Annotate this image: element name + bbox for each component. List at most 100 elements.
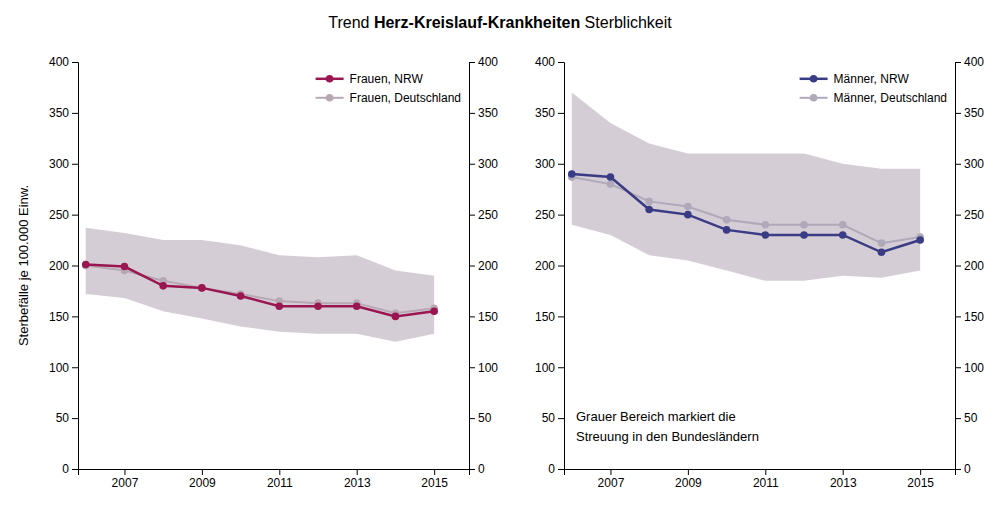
tick-label: 2009	[675, 476, 702, 490]
tick-label: 100	[964, 361, 984, 375]
tick: 200	[955, 259, 984, 273]
marker	[82, 261, 90, 269]
tick-label: 150	[49, 310, 69, 324]
tick-label: 250	[478, 208, 498, 222]
tick-label: 200	[964, 259, 984, 273]
tick: 400	[469, 55, 498, 69]
tick-mark	[558, 62, 564, 63]
tick: 2013	[830, 469, 857, 490]
legend-item: Frauen, NRW	[316, 72, 424, 86]
marker	[839, 221, 847, 229]
tick: 200	[469, 259, 498, 273]
tick-label: 200	[478, 259, 498, 273]
tick-label: 300	[964, 157, 984, 171]
tick-label: 350	[964, 106, 984, 120]
legend: Männer, NRW Männer, Deutschland	[800, 72, 947, 105]
tick-mark	[72, 164, 78, 165]
tick-label: 150	[478, 310, 498, 324]
tick-label: 100	[49, 361, 69, 375]
marker	[314, 302, 322, 310]
tick: 250	[49, 208, 78, 222]
legend: Frauen, NRW Frauen, Deutschland	[316, 72, 461, 105]
tick-mark	[72, 367, 78, 368]
tick-mark	[469, 164, 475, 165]
legend-item: Männer, Deutschland	[800, 91, 947, 105]
tick: 250	[469, 208, 498, 222]
marker	[800, 231, 808, 239]
tick-mark	[202, 469, 203, 475]
tick-label: 400	[964, 55, 984, 69]
marker	[430, 307, 438, 315]
plot-area	[82, 228, 438, 342]
tick-mark	[558, 418, 564, 419]
marker	[684, 203, 692, 211]
marker	[684, 211, 692, 219]
tick-mark	[72, 62, 78, 63]
y2-axis: 050100150200250300350400	[469, 55, 498, 476]
marker	[916, 236, 924, 244]
tick: 0	[548, 462, 564, 476]
tick-label: 200	[535, 259, 555, 273]
tick-mark	[469, 215, 475, 216]
tick-mark	[72, 316, 78, 317]
tick-label: 350	[49, 106, 69, 120]
tick-label: 100	[478, 361, 498, 375]
tick: 400	[49, 55, 78, 69]
y-axis: 050100150200250300350400	[535, 55, 565, 476]
legend-label: Frauen, Deutschland	[350, 91, 461, 105]
tick-mark	[765, 469, 766, 475]
x-axis: 20072009201120132015	[565, 469, 956, 490]
tick-mark	[610, 469, 611, 475]
tick: 300	[469, 157, 498, 171]
tick-label: 50	[964, 411, 978, 425]
band	[86, 228, 434, 342]
line	[572, 174, 920, 252]
annotation: Grauer Bereich markiert dieStreuung in d…	[576, 409, 759, 444]
tick-mark	[469, 418, 475, 419]
tick-label: 0	[964, 462, 971, 476]
tick-label: 350	[535, 106, 555, 120]
tick: 2009	[189, 469, 216, 490]
tick: 0	[62, 462, 78, 476]
title: Trend Herz-Kreislauf-Krankheiten Sterbli…	[328, 14, 672, 31]
title-part: Sterblichkeit	[580, 14, 672, 31]
tick-label: 0	[478, 462, 485, 476]
tick: 100	[469, 361, 498, 375]
tick-mark	[558, 266, 564, 267]
marker	[607, 173, 615, 181]
tick-mark	[469, 113, 475, 114]
x-axis: 20072009201120132015	[79, 469, 470, 490]
tick: 350	[469, 106, 498, 120]
marker	[198, 284, 206, 292]
tick: 400	[955, 55, 984, 69]
panel: 2007200920112013201505010015020025030035…	[535, 55, 984, 489]
tick-mark	[558, 316, 564, 317]
marker	[723, 216, 731, 224]
tick-label: 300	[478, 157, 498, 171]
axis-line	[79, 470, 470, 476]
tick-mark	[357, 469, 358, 475]
tick-mark	[558, 164, 564, 165]
legend-label: Männer, NRW	[834, 72, 910, 86]
tick-mark	[469, 469, 475, 470]
tick-mark	[558, 469, 564, 470]
marker	[839, 231, 847, 239]
axis-line	[72, 63, 79, 470]
tick-label: 2007	[112, 476, 139, 490]
tick: 2013	[344, 469, 371, 490]
tick-label: 2013	[830, 476, 857, 490]
tick: 300	[955, 157, 984, 171]
tick-label: 250	[535, 208, 555, 222]
tick-mark	[72, 266, 78, 267]
tick-mark	[558, 215, 564, 216]
tick: 50	[56, 411, 78, 425]
annotation-line: Streuung in den Bundesländern	[576, 429, 759, 444]
y2-axis: 050100150200250300350400	[955, 55, 984, 476]
marker	[392, 313, 400, 321]
tick-mark	[72, 469, 78, 470]
tick-label: 250	[49, 208, 69, 222]
tick-mark	[434, 469, 435, 475]
axis-line	[470, 63, 476, 470]
tick-mark	[955, 215, 961, 216]
legend-marker	[326, 75, 334, 83]
